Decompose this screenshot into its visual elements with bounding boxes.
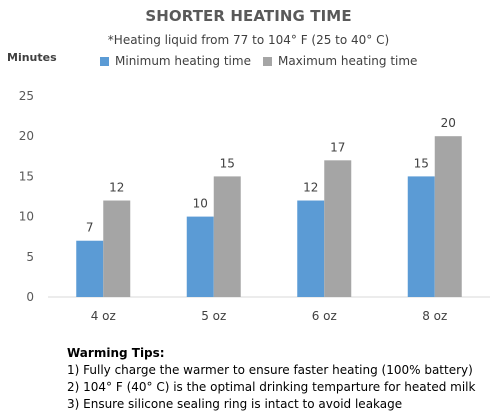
y-tick-label-5: 5 — [26, 250, 34, 264]
data-label-minimum-5oz: 10 — [193, 197, 208, 211]
y-tick-label-15: 15 — [19, 169, 34, 183]
data-label-maximum-6oz: 17 — [330, 140, 345, 154]
warming-tips: Warming Tips: 1) Fully charge the warmer… — [67, 345, 475, 413]
data-label-minimum-6oz: 12 — [303, 181, 318, 195]
legend-swatch-minimum — [100, 56, 109, 66]
data-label-maximum-4oz: 12 — [109, 181, 124, 195]
y-tick-label-20: 20 — [19, 129, 34, 143]
tip-item-1: 1) Fully charge the warmer to ensure fas… — [67, 363, 473, 377]
tips-heading: Warming Tips: — [67, 346, 165, 360]
legend-label-maximum: Maximum heating time — [277, 54, 418, 68]
x-tick-label-6oz: 6 oz — [312, 309, 337, 323]
legend-item-maximum: Maximum heating time — [262, 54, 418, 68]
bar-maximum-6oz — [324, 160, 352, 297]
bar-maximum-8oz — [434, 136, 462, 297]
bar-maximum-4oz — [103, 200, 131, 297]
chart-title: SHORTER HEATING TIME — [145, 7, 352, 25]
x-tick-label-5oz: 5 oz — [201, 309, 226, 323]
legend-swatch-maximum — [262, 56, 272, 66]
data-label-minimum-8oz: 15 — [414, 156, 429, 170]
legend-label-minimum: Minimum heating time — [115, 54, 251, 68]
bar-maximum-5oz — [213, 176, 241, 297]
legend: Minimum heating time Maximum heating tim… — [100, 54, 429, 68]
chart-subtitle: *Heating liquid from 77 to 104° F (25 to… — [107, 33, 390, 47]
tip-item-2: 2) 104° F (40° C) is the optimal drinkin… — [67, 380, 476, 394]
y-tick-label-25: 25 — [19, 89, 34, 103]
data-label-minimum-4oz: 7 — [86, 221, 94, 235]
bar-minimum-4oz — [76, 240, 104, 297]
y-tick-label-0: 0 — [26, 290, 34, 304]
x-tick-label-4oz: 4 oz — [91, 309, 116, 323]
bar-minimum-5oz — [186, 216, 214, 297]
y-axis-label: Minutes — [7, 51, 57, 64]
bar-minimum-6oz — [297, 200, 325, 297]
data-label-maximum-5oz: 15 — [220, 156, 235, 170]
legend-item-minimum: Minimum heating time — [100, 54, 251, 68]
y-tick-label-10: 10 — [19, 210, 34, 224]
tip-item-3: 3) Ensure silicone sealing ring is intac… — [67, 397, 403, 411]
data-label-maximum-8oz: 20 — [441, 116, 456, 130]
x-tick-label-8oz: 8 oz — [422, 309, 447, 323]
bar-minimum-8oz — [407, 176, 435, 297]
